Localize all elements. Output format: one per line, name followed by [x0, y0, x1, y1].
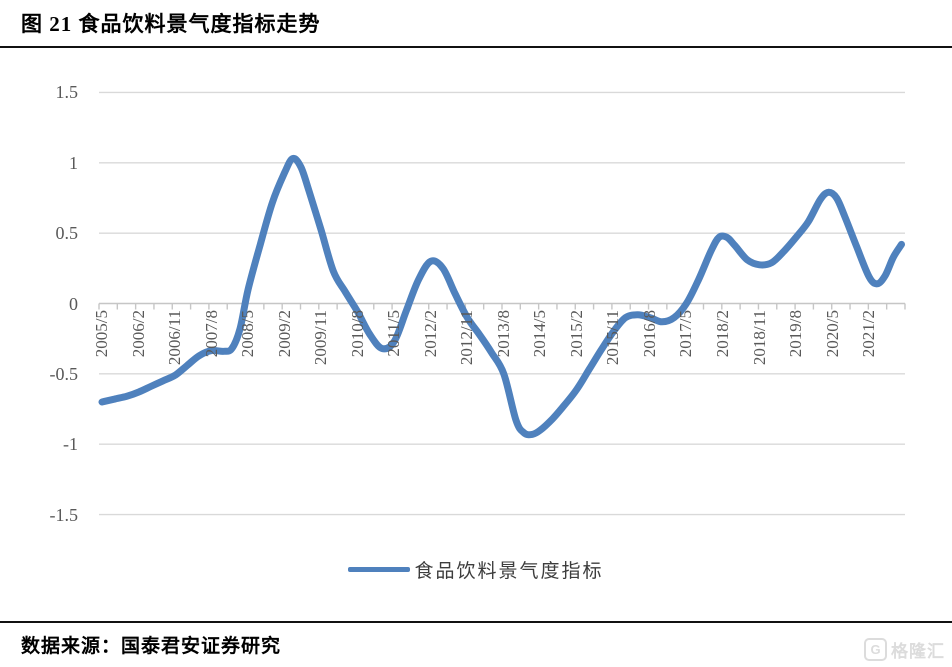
x-tick-label: 2005/5 — [92, 310, 111, 358]
x-tick-label: 2018/2 — [713, 310, 732, 358]
x-tick-label: 2006/2 — [128, 310, 148, 358]
x-tick-label: 2008/5 — [238, 310, 258, 358]
bottom-divider — [0, 621, 952, 623]
series-line — [98, 154, 905, 439]
x-tick-label: 2021/2 — [859, 310, 879, 358]
x-tick-label: 2014/5 — [530, 310, 550, 358]
page-title: 图 21 食品饮料景气度指标走势 — [21, 12, 321, 36]
x-tick-label: 2009/11 — [311, 310, 331, 366]
y-tick-label: 0 — [69, 293, 78, 314]
x-tick-label: 2009/2 — [274, 310, 294, 358]
chart-legend: 食品饮料景气度指标 — [0, 556, 952, 583]
watermark-logo-icon: G — [864, 638, 887, 661]
x-tick-label: 2010/8 — [347, 310, 367, 358]
x-tick-label: 2013/8 — [493, 310, 513, 358]
y-tick-label: -1.5 — [49, 504, 79, 525]
top-divider — [0, 46, 952, 48]
x-tick-label: 2012/11 — [457, 310, 477, 366]
y-tick-label: -1 — [63, 434, 78, 455]
legend-label: 食品饮料景气度指标 — [414, 561, 604, 582]
watermark: G 格隆汇 — [864, 637, 945, 662]
x-tick-label: 2015/11 — [603, 310, 623, 366]
x-tick-label: 2019/8 — [786, 310, 806, 358]
x-tick-label: 2015/2 — [566, 310, 586, 358]
x-tick-label: 2017/5 — [676, 310, 696, 358]
x-tick-label: 2007/8 — [201, 310, 221, 358]
watermark-text: 格隆汇 — [891, 642, 945, 661]
x-tick-label: 2020/5 — [822, 310, 842, 358]
y-tick-label: 0.5 — [55, 223, 79, 244]
x-tick-label: 2012/2 — [420, 310, 440, 358]
x-tick-label: 2018/11 — [749, 310, 769, 366]
legend-line-swatch — [348, 567, 411, 572]
y-tick-label: 1.5 — [55, 82, 79, 103]
x-tick-label: 2011/5 — [384, 310, 404, 357]
x-tick-label: 2006/11 — [165, 310, 185, 366]
y-tick-label: 1 — [69, 152, 78, 173]
data-source-note: 数据来源：国泰君安证券研究 — [21, 636, 282, 657]
y-tick-label: -0.5 — [49, 363, 79, 384]
x-tick-label: 2016/8 — [639, 310, 659, 358]
